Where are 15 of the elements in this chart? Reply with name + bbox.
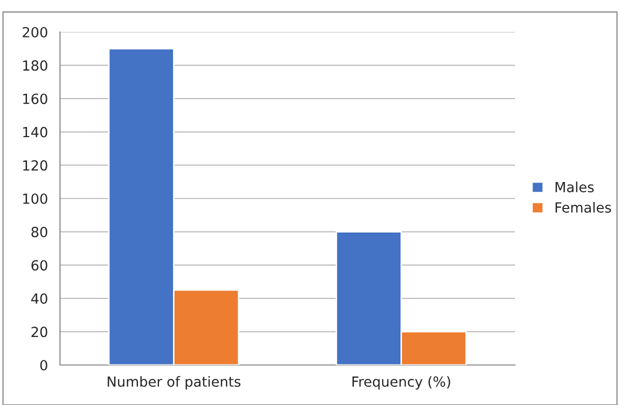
y-tick-label: 120	[23, 160, 48, 171]
y-tick-label: 140	[23, 126, 48, 138]
y-tick-label: 40	[31, 293, 48, 304]
y-tick-label: 60	[31, 260, 48, 271]
y-tick-label: 0	[40, 360, 48, 370]
y-tick-label: 160	[23, 94, 48, 104]
y-tick-label: 80	[31, 226, 48, 238]
y-tick-label: 20	[32, 326, 48, 338]
x-tick-label: Number of patients	[108, 376, 240, 390]
y-tick-label: 200	[22, 26, 48, 38]
y-tick-label: 100	[23, 193, 48, 204]
legend-label: Males	[556, 182, 594, 192]
legend-label: Females	[556, 202, 612, 213]
x-tick-label: Frequency (%)	[352, 376, 450, 390]
y-tick-label: 180	[23, 60, 48, 71]
